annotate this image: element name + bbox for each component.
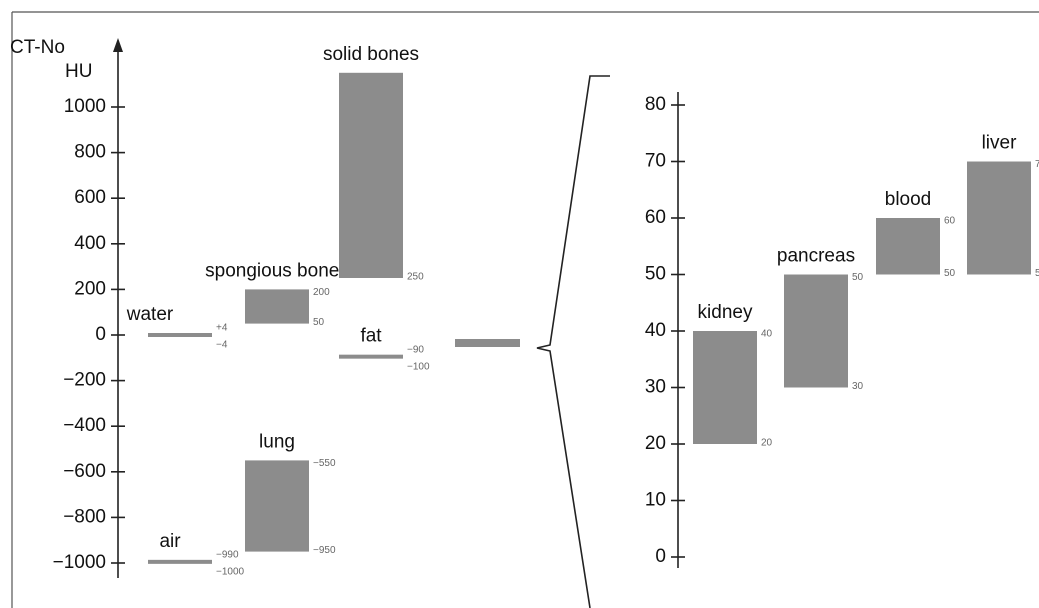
y-tick-label: −1000 [53, 552, 106, 573]
bar [876, 218, 940, 275]
category-label: pancreas [777, 246, 855, 267]
value-label: 30 [852, 381, 864, 392]
y-tick-label: −400 [63, 415, 106, 436]
value-label: 50 [313, 317, 325, 328]
y-tick-label: 10 [645, 490, 666, 511]
value-label: 50 [1035, 268, 1039, 279]
y-tick-label: 800 [74, 142, 106, 163]
bar [245, 289, 309, 324]
y-tick-label: 0 [655, 546, 666, 567]
y-tick-label: 400 [74, 233, 106, 254]
category-label: lung [259, 431, 295, 452]
category-label: solid bones [323, 44, 419, 65]
value-label: −4 [216, 340, 228, 351]
category-label: liver [982, 133, 1018, 154]
y-label: CT-No [10, 37, 65, 58]
bar [967, 161, 1031, 275]
y-tick-label: 40 [645, 320, 666, 341]
y-tick-label: 0 [95, 324, 106, 345]
y-tick-label: 200 [74, 278, 106, 299]
zoom-marker [455, 339, 520, 347]
category-label: spongious bones [205, 260, 349, 281]
category-label: air [159, 531, 181, 552]
bar [148, 333, 212, 337]
value-label: 200 [313, 287, 330, 298]
bar [693, 331, 757, 444]
value-label: 250 [407, 272, 424, 283]
value-label: −990 [216, 550, 239, 561]
value-label: 50 [944, 268, 956, 279]
category-label: blood [885, 189, 932, 210]
value-label: −90 [407, 344, 424, 355]
y-tick-label: −800 [63, 506, 106, 527]
bar [339, 72, 403, 278]
category-label: kidney [698, 302, 753, 323]
y-tick-label: 80 [645, 94, 666, 115]
y-tick-label: −600 [63, 461, 106, 482]
y-tick-label: −200 [63, 370, 106, 391]
value-label: 20 [761, 438, 773, 449]
y-tick-label: 50 [645, 264, 666, 285]
value-label: 70 [1035, 159, 1039, 170]
value-label: −950 [313, 545, 336, 556]
y-tick-label: 600 [74, 187, 106, 208]
y-unit: HU [65, 61, 92, 82]
y-tick-label: 70 [645, 151, 666, 172]
value-label: 60 [944, 216, 956, 227]
bar [148, 559, 212, 564]
y-tick-label: 1000 [64, 96, 106, 117]
value-label: −100 [407, 361, 430, 372]
zoom-bracket [536, 75, 610, 608]
y-tick-label: 20 [645, 433, 666, 454]
category-label: fat [360, 326, 382, 347]
category-label: water [126, 304, 174, 325]
value-label: −550 [313, 458, 336, 469]
value-label: −1000 [216, 567, 245, 578]
bar [784, 274, 848, 388]
value-label: +4 [216, 323, 228, 334]
value-label: 50 [852, 272, 864, 283]
y-tick-label: 60 [645, 207, 666, 228]
bar [245, 460, 309, 552]
y-tick-label: 30 [645, 377, 666, 398]
value-label: 40 [761, 329, 773, 340]
bar [339, 354, 403, 359]
